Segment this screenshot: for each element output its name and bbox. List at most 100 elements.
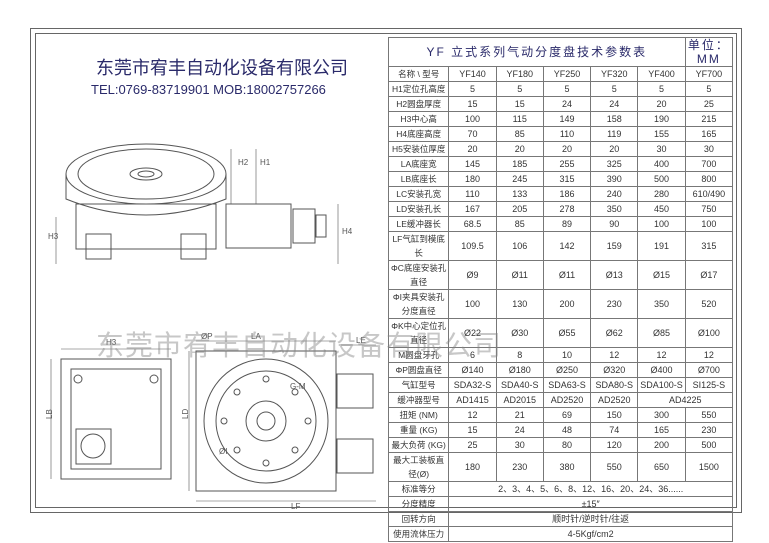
row-val: 380 bbox=[543, 453, 590, 482]
row-val: Ø13 bbox=[591, 261, 638, 290]
row-val: Ø15 bbox=[638, 261, 685, 290]
row-val: 30 bbox=[638, 142, 685, 157]
row-val: Ø30 bbox=[496, 319, 543, 348]
row-val: 190 bbox=[638, 112, 685, 127]
svg-text:LE: LE bbox=[356, 336, 366, 345]
row-val: 70 bbox=[449, 127, 496, 142]
row-val: 350 bbox=[638, 290, 685, 319]
row-val: 20 bbox=[638, 97, 685, 112]
svg-text:LB: LB bbox=[46, 409, 54, 419]
row-val: 20 bbox=[591, 142, 638, 157]
engineering-drawing: H2 H1 H3 H4 H3 LB bbox=[46, 109, 391, 509]
model-header: YF320 bbox=[591, 67, 638, 82]
row-val: 80 bbox=[543, 438, 590, 453]
row-val: Ø400 bbox=[638, 363, 685, 378]
row-val: Ø9 bbox=[449, 261, 496, 290]
row-full: ±15″ bbox=[449, 497, 733, 512]
row-val: 280 bbox=[638, 187, 685, 202]
row-val: SDA32-S bbox=[449, 378, 496, 393]
row-val: Ø11 bbox=[496, 261, 543, 290]
row-label: 重量 (KG) bbox=[389, 423, 449, 438]
model-header: YF400 bbox=[638, 67, 685, 82]
row-val: 109.5 bbox=[449, 232, 496, 261]
row-val: 10 bbox=[543, 348, 590, 363]
row-val: 315 bbox=[685, 232, 732, 261]
inner-frame: 东莞市宥丰自动化设备有限公司 TEL:0769-83719901 MOB:180… bbox=[35, 33, 737, 508]
row-label: LD安装孔长 bbox=[389, 202, 449, 217]
row-val: 130 bbox=[496, 290, 543, 319]
row-val: 100 bbox=[638, 217, 685, 232]
row-val: 12 bbox=[591, 348, 638, 363]
model-header: YF700 bbox=[685, 67, 732, 82]
row-val: 5 bbox=[685, 82, 732, 97]
row-label: LC安装孔宽 bbox=[389, 187, 449, 202]
row-label: ΦC底座安装孔直径 bbox=[389, 261, 449, 290]
row-val: Ø180 bbox=[496, 363, 543, 378]
row-val: 230 bbox=[591, 290, 638, 319]
row-val: 30 bbox=[496, 438, 543, 453]
row-val: 142 bbox=[543, 232, 590, 261]
row-val: SDA80-S bbox=[591, 378, 638, 393]
table-unit: 单位：MM bbox=[685, 38, 732, 67]
svg-text:H2: H2 bbox=[238, 158, 249, 167]
row-val: 8 bbox=[496, 348, 543, 363]
outer-frame: 东莞市宥丰自动化设备有限公司 TEL:0769-83719901 MOB:180… bbox=[30, 28, 742, 513]
row-label: 使用流体压力 bbox=[389, 527, 449, 542]
row-label: H3中心高 bbox=[389, 112, 449, 127]
row-label: LE缓冲器长 bbox=[389, 217, 449, 232]
row-val: 165 bbox=[685, 127, 732, 142]
row-val: 350 bbox=[591, 202, 638, 217]
row-val: 205 bbox=[496, 202, 543, 217]
table-title: YF 立式系列气动分度盘技术参数表 bbox=[389, 38, 686, 67]
row-val: 5 bbox=[591, 82, 638, 97]
row-label: H5安装位厚度 bbox=[389, 142, 449, 157]
row-val: 133 bbox=[496, 187, 543, 202]
row-val: SDA40-S bbox=[496, 378, 543, 393]
row-val: 68.5 bbox=[449, 217, 496, 232]
row-val: Ø100 bbox=[685, 319, 732, 348]
row-val: 25 bbox=[449, 438, 496, 453]
row-val: 90 bbox=[591, 217, 638, 232]
svg-text:H3: H3 bbox=[48, 232, 59, 241]
row-label: 缓冲器型号 bbox=[389, 393, 449, 408]
svg-text:ØI: ØI bbox=[219, 447, 227, 456]
row-val: 24 bbox=[543, 97, 590, 112]
row-val: AD2520 bbox=[591, 393, 638, 408]
row-label: ΦI夹具安装孔分度直径 bbox=[389, 290, 449, 319]
row-val: 500 bbox=[685, 438, 732, 453]
row-val: 15 bbox=[449, 423, 496, 438]
row-val: AD4225 bbox=[638, 393, 733, 408]
svg-text:G-M: G-M bbox=[290, 382, 306, 391]
row-val: 85 bbox=[496, 127, 543, 142]
model-header: YF180 bbox=[496, 67, 543, 82]
row-val: 74 bbox=[591, 423, 638, 438]
row-val: Ø55 bbox=[543, 319, 590, 348]
row-val: 20 bbox=[449, 142, 496, 157]
row-val: SI125-S bbox=[685, 378, 732, 393]
row-val: 6 bbox=[449, 348, 496, 363]
row-val: 5 bbox=[449, 82, 496, 97]
row-val: 185 bbox=[496, 157, 543, 172]
row-val: 12 bbox=[685, 348, 732, 363]
svg-text:LA: LA bbox=[251, 332, 261, 341]
row-val: 750 bbox=[685, 202, 732, 217]
svg-text:H4: H4 bbox=[342, 227, 353, 236]
row-val: 48 bbox=[543, 423, 590, 438]
row-val: Ø11 bbox=[543, 261, 590, 290]
row-val: 89 bbox=[543, 217, 590, 232]
row-val: 150 bbox=[591, 408, 638, 423]
row-label: 气缸型号 bbox=[389, 378, 449, 393]
row-val: AD1415 bbox=[449, 393, 496, 408]
drawing-svg: H2 H1 H3 H4 H3 LB bbox=[46, 109, 391, 509]
row-val: 100 bbox=[449, 112, 496, 127]
row-val: 230 bbox=[496, 453, 543, 482]
row-val: 12 bbox=[449, 408, 496, 423]
row-val: 650 bbox=[638, 453, 685, 482]
row-val: 278 bbox=[543, 202, 590, 217]
row-label: 回转方向 bbox=[389, 512, 449, 527]
row-val: Ø22 bbox=[449, 319, 496, 348]
row-val: 500 bbox=[638, 172, 685, 187]
row-val: 25 bbox=[685, 97, 732, 112]
row-label: H1定位孔高度 bbox=[389, 82, 449, 97]
row-val: 159 bbox=[591, 232, 638, 261]
